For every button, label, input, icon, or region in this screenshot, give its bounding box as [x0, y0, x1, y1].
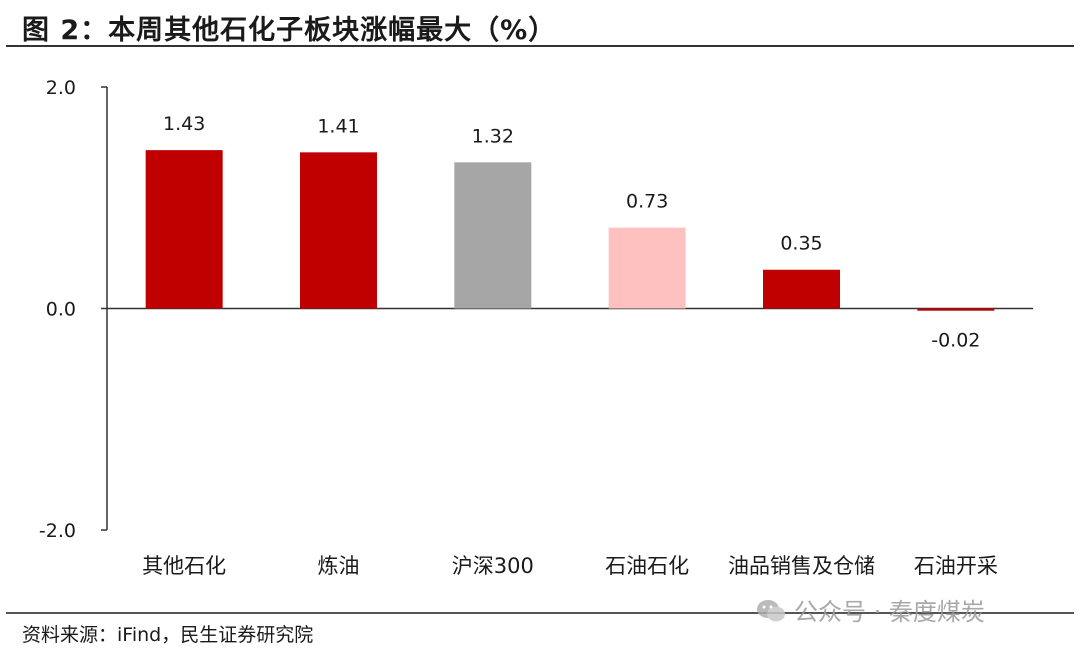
bar [300, 152, 377, 309]
x-tick-label: 石油石化 [605, 554, 689, 578]
data-label: -0.02 [931, 330, 980, 352]
watermark-text: 公众号 · 秦度煤炭 [794, 598, 985, 626]
chart-title: 图 2：本周其他石化子板块涨幅最大（%） [22, 15, 557, 46]
bar [763, 269, 840, 309]
bar [608, 227, 686, 309]
bar-chart: -2.0 0.0 2.0 1.43 其他石化 1.41 炼油 1.32 沪深300 0.73 石油石… [39, 77, 1033, 578]
y-tick-label: 2.0 [46, 77, 76, 99]
x-tick-label: 炼油 [318, 554, 360, 578]
source-note: 资料来源：iFind，民生证券研究院 [22, 624, 314, 646]
footer-divider [6, 612, 1074, 614]
data-label: 1.43 [163, 113, 205, 135]
title-divider [6, 45, 1074, 47]
y-tick-label: 0.0 [46, 299, 76, 321]
y-tick-label: -2.0 [39, 520, 76, 542]
wechat-icon [757, 600, 785, 622]
x-tick-label: 油品销售及仓储 [728, 554, 875, 578]
data-label: 0.73 [626, 191, 668, 213]
bar [917, 308, 995, 311]
data-label: 0.35 [780, 233, 822, 255]
data-label: 1.41 [317, 115, 359, 137]
bar [454, 162, 532, 309]
x-tick-label: 其他石化 [142, 554, 226, 578]
x-tick-label: 石油开采 [914, 554, 998, 578]
watermark: 公众号 · 秦度煤炭 [756, 592, 985, 627]
data-label: 1.32 [472, 125, 514, 147]
bar [145, 150, 223, 309]
x-tick-label: 沪深300 [452, 554, 534, 578]
